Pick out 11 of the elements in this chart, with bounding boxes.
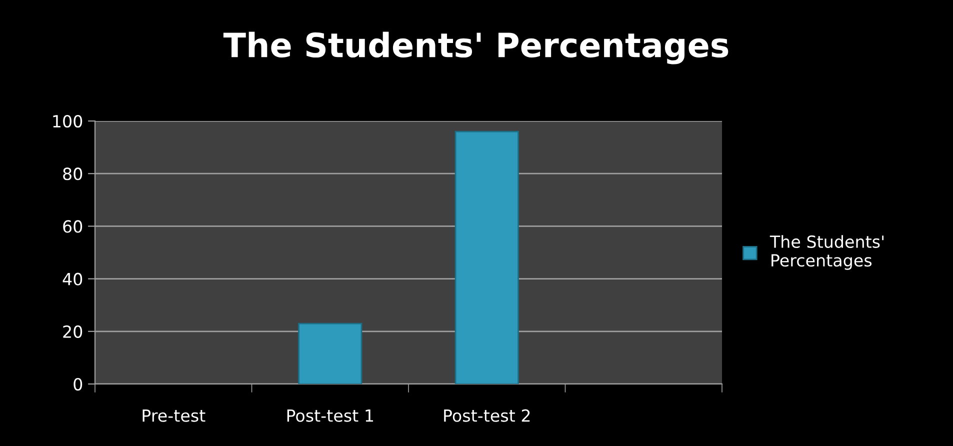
legend-label: The Students' Percentages — [770, 235, 884, 270]
y-tick-label: 60 — [63, 220, 82, 233]
x-tick-label: Post-test 2 — [444, 409, 530, 422]
y-tick-label: 100 — [53, 114, 82, 128]
x-tick-label: Post-test 1 — [287, 410, 373, 422]
chart-title: The Students' Percentages — [223, 32, 728, 64]
y-tick-label: 20 — [63, 325, 82, 338]
y-tick-label: 80 — [63, 168, 82, 180]
y-tick-label: 0 — [74, 378, 82, 391]
x-tick-label: Pre-test — [142, 410, 206, 422]
y-tick-label: 40 — [62, 272, 82, 286]
